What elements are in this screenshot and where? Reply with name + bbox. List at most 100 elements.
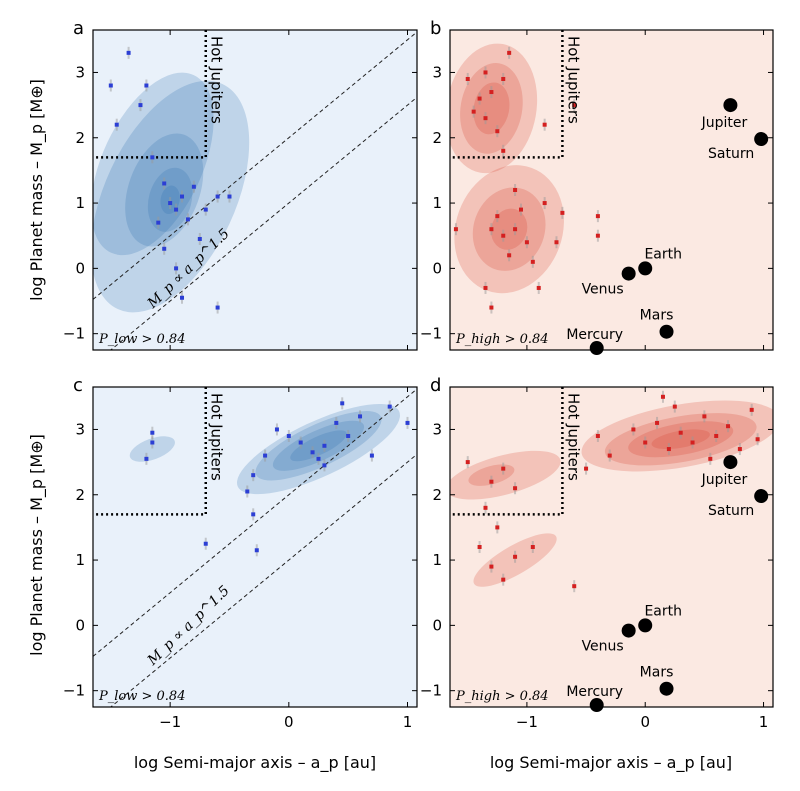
kde-contour: [473, 82, 510, 135]
data-point: [162, 246, 167, 251]
data-point: [274, 427, 279, 432]
data-point: [150, 440, 155, 445]
data-point: [191, 184, 196, 189]
data-point: [501, 76, 506, 81]
panel-background: [93, 387, 417, 707]
kde-contour: [272, 420, 365, 471]
data-point: [156, 220, 161, 225]
y-tick-label: 0: [75, 259, 85, 277]
y-axis-label-bottom: log Planet mass – M_p [M⊕]: [27, 434, 47, 656]
data-point: [197, 236, 202, 241]
planet-label-venus: Venus: [582, 282, 624, 298]
data-point: [369, 453, 374, 458]
data-point: [643, 440, 648, 445]
data-point: [162, 181, 167, 186]
data-point: [245, 489, 250, 494]
panel-b: Jupiter Saturn Earth Venus Mars Mercury Hot Ju…: [420, 18, 774, 356]
data-point: [322, 443, 327, 448]
kde-contour: [129, 436, 175, 462]
data-point: [489, 227, 494, 232]
hot-jupiters-label: Hot Jupiters: [564, 36, 582, 124]
data-point: [726, 424, 731, 429]
data-point: [316, 456, 321, 461]
data-point: [185, 217, 190, 222]
kde-contour: [236, 403, 400, 495]
planet-marker-mars: [659, 324, 674, 339]
x-axis-label-left: log Semi-major axis – a_p [au]: [134, 753, 376, 773]
x-tick-label: 1: [759, 713, 769, 731]
y-tick-label: −1: [420, 325, 442, 343]
data-point: [501, 466, 506, 471]
data-point: [215, 194, 220, 199]
data-point: [203, 207, 208, 212]
data-point: [150, 430, 155, 435]
data-point: [180, 194, 185, 199]
data-point: [483, 505, 488, 510]
data-point: [254, 548, 259, 553]
data-point: [513, 486, 518, 491]
planet-marker-mercury: [589, 698, 604, 713]
data-point: [144, 83, 149, 88]
hot-jupiters-label: Hot Jupiters: [564, 393, 582, 481]
data-point: [346, 433, 351, 438]
data-point: [631, 427, 636, 432]
data-point: [530, 259, 535, 264]
planet-marker-jupiter: [723, 98, 738, 113]
planet-marker-mercury: [589, 341, 604, 356]
y-tick-label: 1: [75, 194, 85, 212]
panel-frame: [449, 29, 774, 351]
data-point: [607, 453, 612, 458]
data-point: [477, 96, 482, 101]
kde-contour: [93, 72, 214, 256]
y-tick-label: 1: [432, 551, 442, 569]
data-point: [542, 122, 547, 127]
data-point: [660, 394, 665, 399]
data-point: [180, 295, 185, 300]
panel-background: [450, 387, 773, 707]
planet-label-saturn: Saturn: [708, 146, 754, 162]
planet-label-jupiter: Jupiter: [701, 115, 748, 131]
scaling-law-line: [93, 388, 417, 657]
data-point: [489, 90, 494, 95]
planet-label-venus: Venus: [582, 639, 624, 655]
x-tick-label: −1: [516, 713, 538, 731]
kde-contour: [651, 429, 710, 450]
kde-contour: [604, 413, 757, 466]
data-point: [483, 70, 488, 75]
hot-jupiters-label: Hot Jupiters: [208, 36, 226, 124]
data-point: [150, 155, 155, 160]
x-tick-label: 0: [284, 713, 294, 731]
data-point: [495, 214, 500, 219]
data-point: [513, 188, 518, 192]
data-point: [524, 240, 529, 245]
data-point: [678, 430, 683, 435]
data-point: [495, 525, 500, 530]
y-tick-label: 2: [75, 486, 85, 504]
data-point: [227, 194, 232, 199]
probability-condition: P_low > 0.84: [98, 332, 185, 347]
x-tick-label: 1: [403, 713, 413, 731]
y-tick-label: 2: [432, 129, 442, 147]
y-tick-label: 2: [75, 129, 85, 147]
scaling-law-line: [93, 31, 417, 300]
data-point: [340, 401, 345, 406]
data-point: [126, 50, 131, 55]
planet-marker-jupiter: [723, 455, 738, 470]
data-point: [501, 577, 506, 582]
panel-d: Jupiter Saturn Earth Venus Mars Mercury Hot Ju…: [420, 375, 774, 731]
y-tick-label: 3: [75, 420, 85, 438]
y-tick-label: 0: [432, 259, 442, 277]
planet-label-jupiter: Jupiter: [701, 472, 748, 488]
data-point: [334, 420, 339, 425]
data-point: [495, 129, 500, 134]
hot-jupiters-label: Hot Jupiters: [208, 393, 226, 481]
data-point: [666, 447, 671, 452]
data-point: [471, 109, 476, 114]
data-point: [501, 233, 506, 238]
data-point: [286, 433, 291, 438]
data-point: [714, 433, 719, 438]
kde-contour: [460, 63, 523, 154]
data-point: [465, 460, 470, 465]
